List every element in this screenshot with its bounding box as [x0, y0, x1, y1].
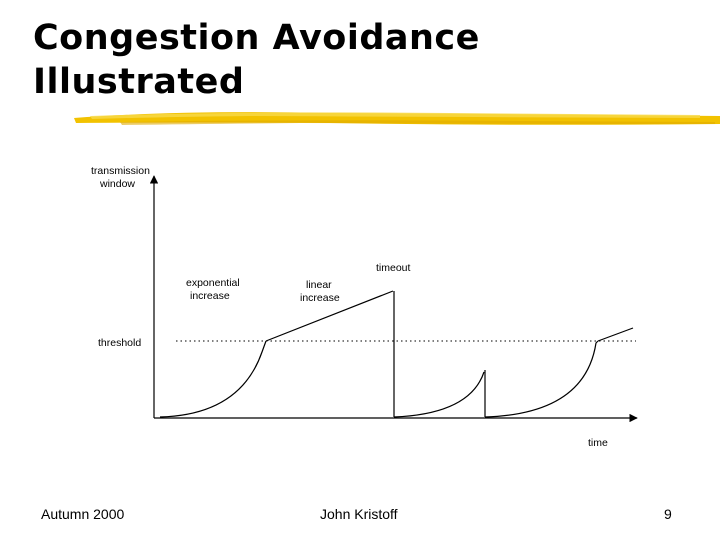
- slide-title: Congestion Avoidance Illustrated: [33, 16, 480, 104]
- slide-title-line-2: Illustrated: [33, 62, 245, 102]
- y-axis-label-line-2: window: [99, 178, 135, 190]
- title-underline-highlight: [90, 112, 700, 119]
- window-curve-exponential-3: [484, 340, 599, 418]
- window-curve-linear-1: [265, 290, 394, 342]
- slide-title-line-1: Congestion Avoidance: [33, 18, 480, 58]
- y-axis-label-line-1: transmission: [91, 165, 150, 177]
- linear-label-line-1: linear: [306, 279, 332, 291]
- timeout-label: timeout: [376, 262, 411, 274]
- window-curve-exponential-2: [393, 371, 485, 418]
- title-underline-shadow: [120, 120, 715, 125]
- x-axis-label: time: [588, 437, 608, 449]
- footer-date: Autumn 2000: [41, 506, 125, 522]
- window-curve-linear-2: [597, 327, 634, 342]
- exponential-label-line-2: increase: [190, 290, 230, 302]
- threshold-label: threshold: [98, 337, 141, 349]
- linear-label-line-2: increase: [300, 292, 340, 304]
- footer-author: John Kristoff: [320, 506, 398, 522]
- window-curve-exponential-1: [159, 340, 267, 418]
- exponential-label-line-1: exponential: [186, 277, 240, 289]
- footer-page-number: 9: [664, 506, 672, 522]
- title-underline: [74, 112, 720, 125]
